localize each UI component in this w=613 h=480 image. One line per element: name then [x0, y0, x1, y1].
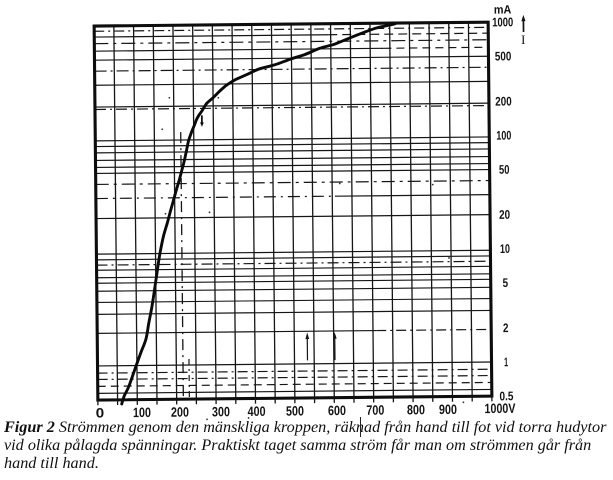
svg-text:2: 2 — [503, 321, 509, 335]
svg-text:600: 600 — [328, 403, 346, 418]
svg-text:100: 100 — [496, 129, 511, 143]
svg-text:400: 400 — [248, 404, 266, 419]
svg-text:1: 1 — [504, 355, 508, 369]
svg-text:mA: mA — [494, 2, 512, 16]
svg-text:500: 500 — [286, 403, 304, 418]
svg-text:900: 900 — [439, 402, 457, 417]
svg-text:300: 300 — [212, 404, 230, 419]
svg-text:20: 20 — [499, 208, 510, 222]
svg-text:200: 200 — [171, 405, 189, 420]
svg-text:1000: 1000 — [492, 15, 513, 29]
svg-text:I: I — [521, 32, 525, 47]
svg-text:0.5: 0.5 — [499, 389, 513, 403]
svg-text:50: 50 — [499, 163, 510, 177]
svg-text:200: 200 — [495, 94, 512, 108]
svg-text:0: 0 — [96, 405, 105, 420]
svg-text:100: 100 — [133, 405, 151, 420]
svg-text:800: 800 — [407, 402, 425, 417]
svg-text:1000V: 1000V — [484, 401, 515, 416]
svg-text:500: 500 — [495, 49, 512, 63]
svg-text:10: 10 — [500, 242, 510, 256]
svg-text:5: 5 — [503, 276, 509, 290]
svg-text:700: 700 — [366, 403, 384, 418]
